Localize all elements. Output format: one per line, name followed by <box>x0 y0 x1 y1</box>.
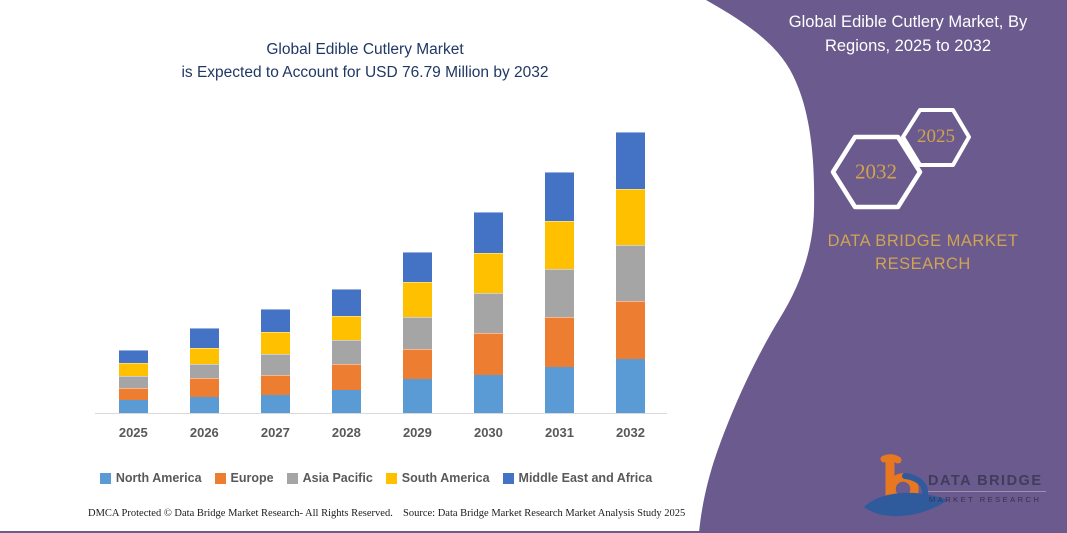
bar-segment <box>616 188 645 246</box>
bar-segment <box>402 379 432 413</box>
bar-segment <box>189 347 219 364</box>
bar-segment <box>260 331 290 354</box>
bar-segment <box>260 394 290 413</box>
legend-label: North America <box>115 471 202 485</box>
legend-item: Middle East and Africa <box>502 471 653 485</box>
bar-segment <box>616 358 645 413</box>
x-tick-label: 2026 <box>189 425 219 440</box>
bar-segment <box>331 315 361 341</box>
stacked-bar-2028 <box>331 289 361 413</box>
bar-segment <box>402 282 432 318</box>
legend-swatch-icon <box>385 472 397 484</box>
bar-segment <box>331 340 361 365</box>
bar-segment <box>118 362 148 377</box>
legend-item: Europe <box>214 471 274 485</box>
brand-text: DATA BRIDGE MARKET RESEARCH <box>798 230 1048 276</box>
bar-segment <box>189 363 219 378</box>
bar-segment <box>544 221 574 269</box>
bar-segment <box>118 399 148 413</box>
legend-label: Middle East and Africa <box>518 471 653 485</box>
bar-segment <box>402 348 432 380</box>
legend-item: Asia Pacific <box>286 471 373 485</box>
bar-segment <box>118 349 148 363</box>
bar-segment <box>544 172 574 222</box>
x-tick-label: 2027 <box>260 425 290 440</box>
x-tick-label: 2029 <box>402 425 432 440</box>
legend-swatch-icon <box>502 472 514 484</box>
stacked-bar-2031 <box>544 172 574 413</box>
stacked-bar-2026 <box>189 328 219 413</box>
x-tick-label: 2031 <box>545 425 574 440</box>
chart-title-line1: Global Edible Cutlery Market <box>266 41 464 58</box>
dbmr-logo: DATA BRIDGE MARKET RESEARCH <box>862 455 1052 515</box>
bar-segment <box>331 389 361 413</box>
side-panel-shape <box>699 0 1067 533</box>
x-tick-label: 2028 <box>331 425 361 440</box>
bar-segment <box>118 387 148 400</box>
legend-item: South America <box>385 471 490 485</box>
bar-segment <box>616 301 645 359</box>
bar-segment <box>331 364 361 390</box>
bar-segment <box>616 132 645 189</box>
stacked-bar-2030 <box>473 212 503 413</box>
hexagon-2025 <box>901 108 971 167</box>
bar-segment <box>189 377 219 398</box>
legend-swatch-icon <box>214 472 226 484</box>
chart-title-line2: is Expected to Account for USD 76.79 Mil… <box>181 64 549 81</box>
bar-segment <box>473 374 503 413</box>
dbmr-logo-wordmark: DATA BRIDGE <box>928 473 1046 492</box>
stacked-bar-2027 <box>260 309 290 413</box>
bar-segment <box>544 367 574 413</box>
bar-segment <box>118 376 148 388</box>
legend-swatch-icon <box>99 472 111 484</box>
bar-segment <box>544 268 574 317</box>
dbmr-logo-subtext: MARKET RESEARCH <box>929 495 1042 504</box>
legend: North America Europe Asia Pacific South Ame… <box>85 471 667 485</box>
brand-text-line2: RESEARCH <box>875 255 971 273</box>
bar-segment <box>260 353 290 376</box>
side-panel-heading: Global Edible Cutlery Market, By Regions… <box>788 13 1028 55</box>
bar-segment <box>473 292 503 334</box>
x-tick-label: 2025 <box>118 425 148 440</box>
legend-label: Asia Pacific <box>302 471 373 485</box>
hexagon-2032 <box>830 134 923 210</box>
x-axis-labels: 2025 2026 2027 2028 2029 2030 2031 2032 <box>95 425 667 445</box>
bar-segment <box>544 316 574 368</box>
bar-segment <box>616 245 645 302</box>
plot-area <box>95 123 667 414</box>
footer-source-text: Source: Data Bridge Market Research Mark… <box>403 508 686 519</box>
brand-text-line1: DATA BRIDGE MARKET <box>827 232 1019 250</box>
bar-segment <box>189 397 219 413</box>
bar-segment <box>473 333 503 375</box>
bar-segment <box>402 317 432 349</box>
bar-segment <box>331 289 361 316</box>
legend-label: Europe <box>230 471 274 485</box>
stacked-bar-2029 <box>402 251 432 413</box>
legend-label: South America <box>401 471 490 485</box>
bar-segment <box>402 251 432 283</box>
x-tick-label: 2030 <box>473 425 503 440</box>
bar-segment <box>189 328 219 348</box>
legend-swatch-icon <box>286 472 298 484</box>
hexagon-2025-label: 2025 <box>917 126 955 147</box>
bottom-accent-line <box>0 531 1067 533</box>
dbmr-logo-glyph <box>864 454 948 517</box>
chart-title: Global Edible Cutlery Market is Expected… <box>85 38 645 84</box>
stacked-bar-2032 <box>616 132 645 413</box>
x-tick-label: 2032 <box>616 425 645 440</box>
bar-segment <box>473 253 503 293</box>
bar-segment <box>473 212 503 253</box>
bar-segment <box>260 375 290 395</box>
footer-dmca-text: DMCA Protected © Data Bridge Market Rese… <box>88 508 393 519</box>
hexagon-2032-label: 2032 <box>855 159 897 184</box>
legend-item: North America <box>99 471 202 485</box>
bar-segment <box>260 309 290 332</box>
stacked-bar-2025 <box>118 349 148 413</box>
